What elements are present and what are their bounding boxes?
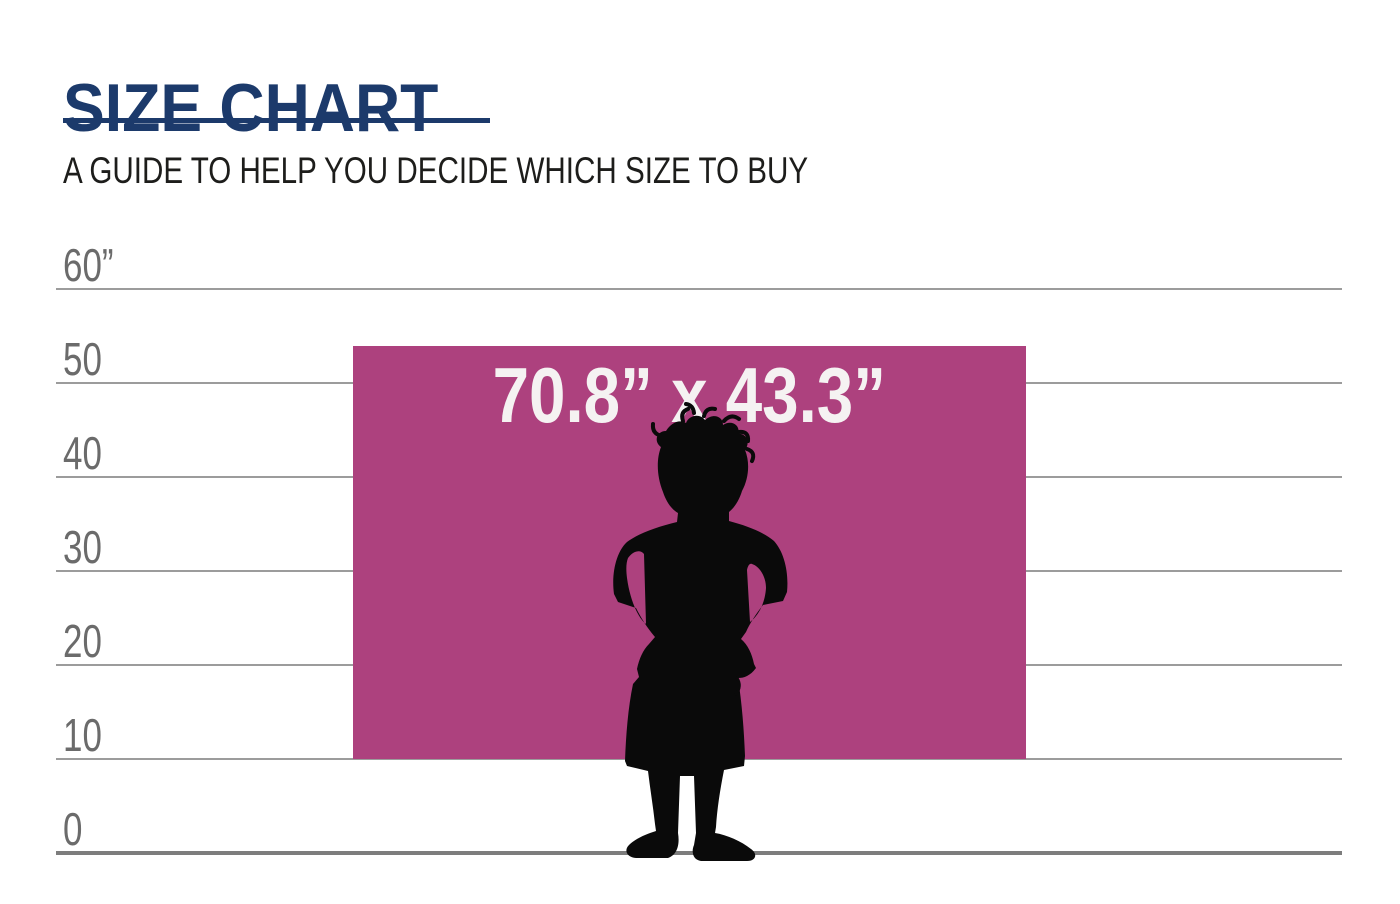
axis-tick-label: 10 xyxy=(63,709,102,761)
child-silhouette xyxy=(613,402,788,861)
axis-tick-label: 30 xyxy=(63,521,102,573)
child-hair-curls-icon xyxy=(650,402,756,463)
axis-tick-label: 0 xyxy=(63,803,83,855)
title-underline xyxy=(63,118,490,123)
axis-tick-label: 50 xyxy=(63,333,102,385)
page-subtitle: A GUIDE TO HELP YOU DECIDE WHICH SIZE TO… xyxy=(63,150,809,191)
shorts-drawstring-icon xyxy=(734,676,741,696)
axis-tick-label: 20 xyxy=(63,615,102,667)
child-silhouette-body xyxy=(613,415,788,861)
axis-tick-label: 40 xyxy=(63,427,102,479)
gridline xyxy=(56,288,1342,290)
page-title: SIZE CHART xyxy=(63,69,439,146)
axis-tick-label: 60” xyxy=(63,239,114,291)
